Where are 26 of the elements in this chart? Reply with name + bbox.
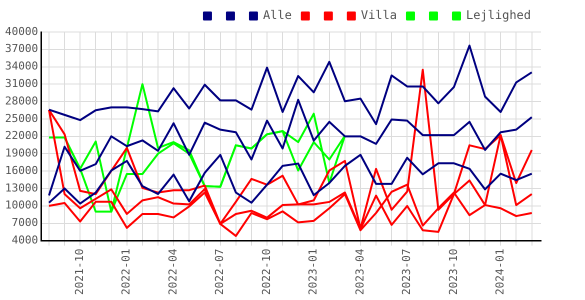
y-tick-label: 10000 — [4, 198, 38, 212]
y-tick-label: 4000 — [12, 234, 38, 246]
y-tick-label: 7000 — [12, 216, 38, 230]
x-tick-label: 2022-04 — [166, 248, 180, 295]
x-tick-label: 2023-04 — [353, 248, 366, 295]
y-tick-label: 31000 — [4, 77, 38, 90]
x-tick-label: 2022-10 — [260, 248, 273, 295]
x-tick-label: 2023-07 — [400, 248, 414, 295]
x-tick-label: 2024-01 — [493, 248, 506, 295]
y-tick-label: 40000 — [4, 24, 38, 38]
y-tick-label: 16000 — [4, 164, 38, 177]
legend-label: Villa — [360, 8, 397, 22]
legend-label: Lejlighed — [466, 8, 532, 22]
y-tick-label: 25000 — [4, 112, 38, 125]
y-tick-label: 13000 — [4, 181, 38, 194]
y-tick-label: 22000 — [4, 129, 38, 142]
y-tick-label: 19000 — [4, 146, 38, 160]
legend-label: Alle — [262, 8, 292, 22]
x-tick-label: 2023-01 — [306, 248, 320, 295]
y-tick-label: 37000 — [4, 42, 38, 56]
x-tick-label: 2022-07 — [213, 248, 226, 295]
y-tick-label: 28000 — [4, 94, 38, 108]
x-tick-label: 2021-10 — [73, 248, 86, 295]
x-tick-label: 2022-01 — [120, 248, 133, 295]
x-tick-label: 2023-10 — [446, 248, 460, 295]
y-tick-label: 34000 — [4, 60, 38, 73]
